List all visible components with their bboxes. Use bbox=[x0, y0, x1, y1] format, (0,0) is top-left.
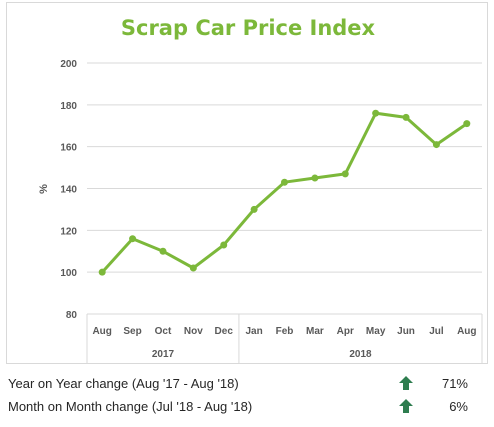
up-arrow-icon bbox=[399, 399, 413, 413]
mom-change-label: Month on Month change (Jul '18 - Aug '18… bbox=[8, 399, 253, 414]
x-axis: Aug Sep Oct Nov Dec Jan Feb Mar Apr May Jun Jul Aug 2… bbox=[86, 314, 483, 364]
data-point bbox=[432, 141, 440, 149]
x-group-label: 2018 bbox=[349, 349, 372, 360]
x-group-label: 2017 bbox=[152, 349, 175, 360]
line-chart: Scrap Car Price Index % 80 100 120 140 160 18… bbox=[38, 16, 483, 364]
data-point bbox=[98, 268, 106, 276]
data-point bbox=[311, 174, 319, 182]
data-point bbox=[402, 113, 410, 121]
y-tick-label: 100 bbox=[60, 268, 77, 279]
grid-lines bbox=[87, 62, 482, 315]
x-tick-label: Mar bbox=[306, 326, 324, 337]
summary-row-yoy: Year on Year change (Aug '17 - Aug '18) … bbox=[8, 374, 488, 394]
x-tick-label: Aug bbox=[457, 326, 476, 337]
yoy-change-value: 71% bbox=[441, 376, 468, 391]
data-point bbox=[372, 109, 380, 117]
y-tick-label: 160 bbox=[60, 143, 77, 154]
x-tick-label: Sep bbox=[123, 326, 141, 337]
series-line bbox=[100, 111, 469, 274]
y-tick-label: 120 bbox=[60, 226, 77, 237]
mom-change-value: 6% bbox=[449, 399, 468, 414]
x-tick-label: Apr bbox=[337, 326, 354, 337]
y-tick-label: 80 bbox=[66, 310, 78, 321]
data-point bbox=[250, 205, 258, 213]
chart-title: Scrap Car Price Index bbox=[121, 16, 376, 40]
x-tick-label: Nov bbox=[184, 326, 203, 337]
data-series bbox=[98, 109, 471, 276]
x-tick-label: Jan bbox=[245, 326, 262, 337]
x-tick-label: Dec bbox=[215, 326, 234, 337]
data-point bbox=[281, 178, 288, 186]
data-point bbox=[189, 264, 197, 272]
x-tick-label: May bbox=[366, 326, 386, 337]
summary-row-mom: Month on Month change (Jul '18 - Aug '18… bbox=[8, 397, 488, 417]
chart-container: Scrap Car Price Index % 80 100 120 140 160 18… bbox=[6, 2, 488, 364]
y-tick-label: 180 bbox=[60, 101, 77, 112]
x-tick-label: Oct bbox=[155, 326, 172, 337]
data-point bbox=[129, 235, 137, 243]
up-arrow-icon bbox=[399, 376, 413, 390]
y-axis-label: % bbox=[38, 184, 50, 194]
y-tick-label: 140 bbox=[60, 185, 77, 196]
x-tick-label: Jun bbox=[397, 326, 415, 337]
y-axis-ticks: 80 100 120 140 160 180 200 bbox=[60, 59, 77, 321]
data-point bbox=[220, 241, 228, 249]
data-point bbox=[341, 170, 349, 178]
y-tick-label: 200 bbox=[60, 59, 77, 70]
data-point bbox=[159, 247, 167, 255]
data-point bbox=[463, 120, 471, 128]
x-tick-label: Aug bbox=[92, 326, 111, 337]
yoy-change-label: Year on Year change (Aug '17 - Aug '18) bbox=[8, 376, 239, 391]
x-tick-label: Jul bbox=[429, 326, 444, 337]
x-tick-label: Feb bbox=[276, 326, 294, 337]
